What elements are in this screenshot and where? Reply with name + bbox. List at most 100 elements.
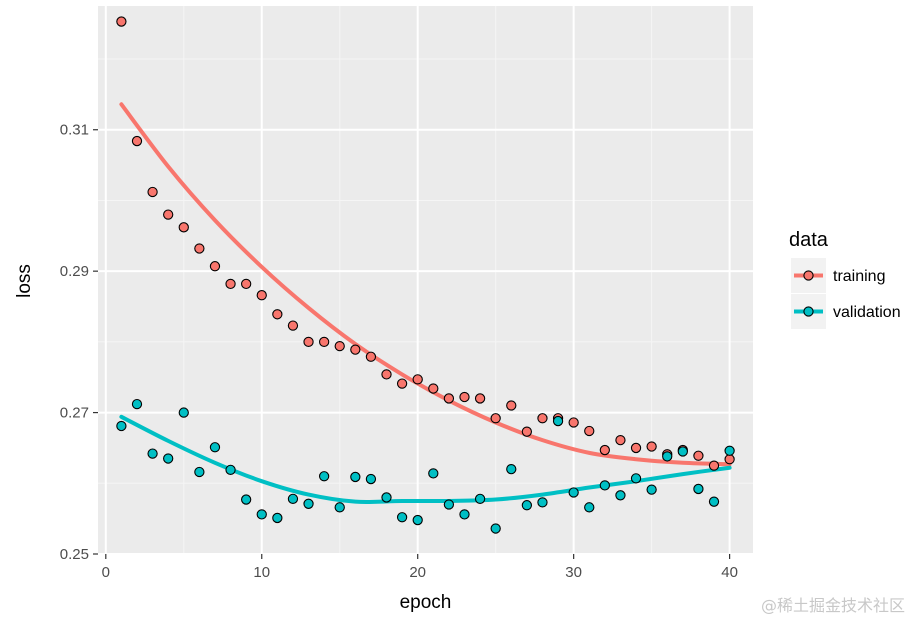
training-point bbox=[131, 135, 143, 147]
validation-point bbox=[599, 480, 610, 491]
training-point bbox=[615, 435, 626, 446]
y-axis: 0.25 0.27 0.29 0.31 bbox=[60, 122, 98, 563]
validation-point bbox=[630, 473, 642, 484]
training-point bbox=[708, 460, 720, 471]
training-point bbox=[225, 278, 236, 290]
validation-point bbox=[209, 442, 221, 453]
training-point bbox=[209, 261, 221, 272]
training-point bbox=[116, 16, 127, 27]
x-axis: 0 10 20 30 40 bbox=[102, 554, 738, 581]
training-point bbox=[630, 442, 642, 454]
training-point bbox=[287, 320, 299, 331]
y-tick-label: 0.25 bbox=[60, 546, 89, 563]
legend-key-point bbox=[803, 270, 814, 281]
training-point bbox=[474, 393, 486, 404]
training-point bbox=[272, 309, 283, 320]
training-point bbox=[365, 351, 377, 362]
validation-point bbox=[381, 492, 392, 503]
x-tick-label: 30 bbox=[565, 564, 582, 581]
training-point bbox=[693, 450, 704, 461]
training-point bbox=[412, 374, 423, 385]
validation-point bbox=[241, 494, 252, 505]
x-axis-title: epoch bbox=[400, 592, 452, 613]
y-axis-title: loss bbox=[14, 264, 35, 298]
legend-title: data bbox=[789, 229, 829, 251]
training-point bbox=[396, 378, 408, 389]
validation-point bbox=[272, 512, 283, 524]
training-point bbox=[506, 400, 517, 411]
validation-point bbox=[318, 471, 330, 482]
y-tick-label: 0.29 bbox=[60, 263, 89, 280]
training-point bbox=[163, 209, 174, 220]
plot-panel bbox=[98, 6, 753, 554]
y-tick-label: 0.27 bbox=[60, 405, 89, 422]
validation-point bbox=[677, 446, 688, 457]
training-point bbox=[537, 413, 548, 424]
validation-point bbox=[178, 407, 189, 418]
validation-point bbox=[724, 445, 735, 456]
validation-smooth-line bbox=[119, 414, 732, 505]
validation-point bbox=[490, 523, 501, 534]
validation-point bbox=[615, 490, 626, 501]
validation-point bbox=[350, 471, 361, 483]
validation-point bbox=[256, 509, 267, 520]
training-point bbox=[350, 344, 361, 355]
training-point bbox=[381, 369, 392, 380]
minor-gridlines bbox=[98, 6, 753, 554]
validation-point bbox=[163, 453, 174, 464]
training-point bbox=[318, 336, 330, 348]
validation-point bbox=[334, 502, 345, 513]
training-point bbox=[334, 340, 345, 352]
training-point bbox=[194, 243, 205, 254]
validation-point bbox=[365, 473, 377, 485]
validation-point bbox=[147, 448, 158, 459]
validation-point bbox=[662, 451, 673, 462]
validation-point bbox=[428, 468, 439, 479]
data-points bbox=[116, 16, 735, 534]
training-point bbox=[490, 413, 501, 424]
x-tick-label: 20 bbox=[409, 564, 426, 581]
training-point bbox=[303, 336, 314, 348]
validation-point bbox=[552, 415, 564, 427]
validation-point bbox=[116, 420, 127, 432]
validation-point bbox=[537, 497, 548, 508]
legend-label-training: training bbox=[833, 268, 885, 285]
validation-point bbox=[568, 487, 579, 498]
major-gridlines bbox=[98, 6, 753, 555]
validation-point bbox=[584, 502, 595, 513]
training-point bbox=[521, 426, 533, 437]
training-point bbox=[428, 383, 439, 394]
y-tick-label: 0.31 bbox=[60, 122, 89, 139]
validation-point bbox=[693, 483, 704, 495]
legend-key-point bbox=[803, 306, 814, 317]
training-point bbox=[443, 393, 455, 404]
training-point bbox=[724, 454, 735, 465]
training-point bbox=[147, 186, 158, 198]
validation-point bbox=[459, 509, 470, 520]
legend-key-training: training bbox=[791, 258, 885, 293]
legend-label-validation: validation bbox=[833, 304, 901, 321]
training-point bbox=[568, 417, 579, 428]
x-tick-label: 40 bbox=[721, 564, 738, 581]
validation-point bbox=[412, 514, 423, 526]
training-point bbox=[584, 425, 595, 437]
validation-point bbox=[287, 493, 299, 504]
validation-point bbox=[194, 466, 205, 478]
validation-point bbox=[646, 484, 657, 495]
watermark: @稀土掘金技术社区 bbox=[761, 596, 905, 615]
training-point bbox=[646, 441, 657, 452]
validation-point bbox=[443, 499, 455, 510]
validation-point bbox=[506, 463, 517, 475]
validation-point bbox=[225, 464, 236, 476]
validation-point bbox=[303, 498, 314, 509]
validation-point bbox=[396, 512, 408, 523]
x-tick-label: 0 bbox=[102, 564, 110, 581]
training-point bbox=[459, 391, 470, 403]
validation-point bbox=[521, 500, 533, 511]
validation-point bbox=[474, 493, 486, 504]
legend-key-validation: validation bbox=[791, 294, 901, 329]
training-point bbox=[241, 278, 252, 290]
legend: data training validation bbox=[789, 229, 901, 329]
validation-point bbox=[131, 398, 143, 410]
